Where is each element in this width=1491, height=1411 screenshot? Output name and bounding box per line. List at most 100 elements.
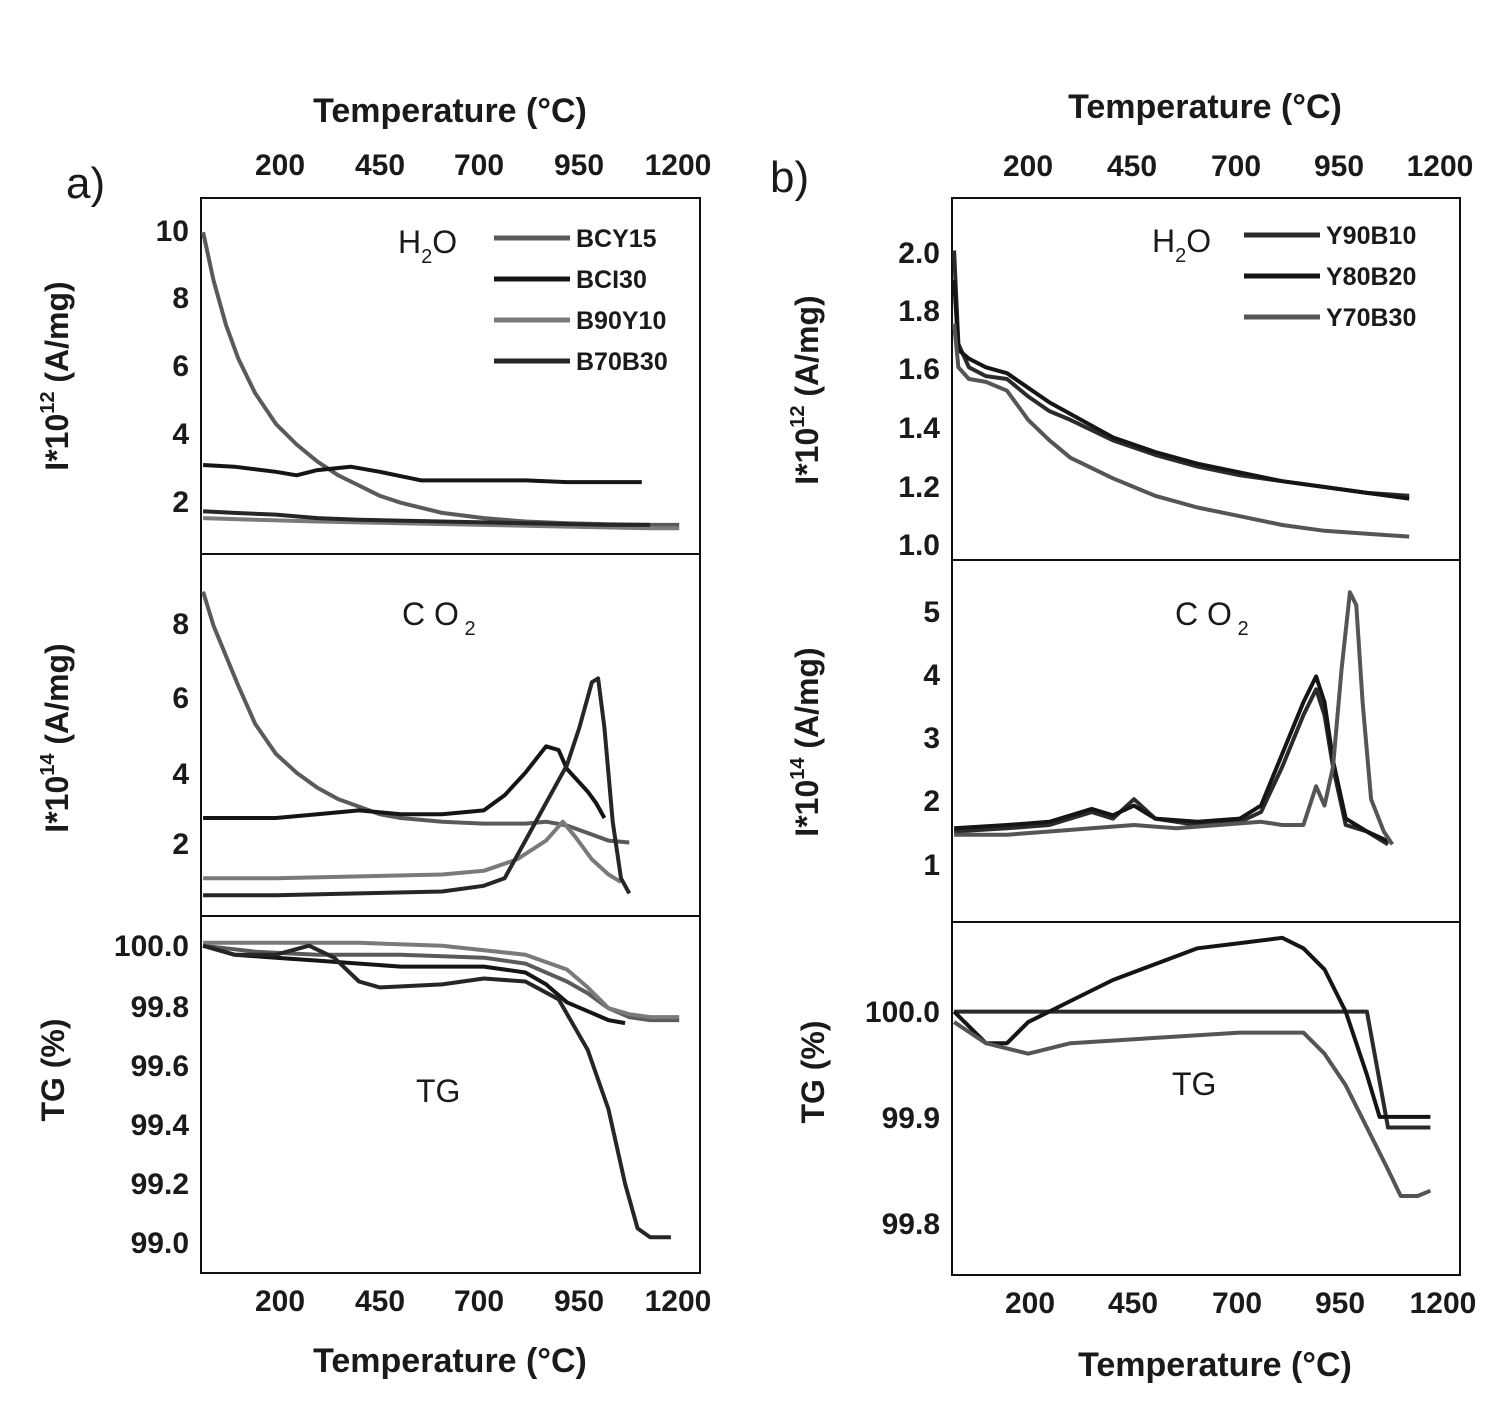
panel-b-co2-annotation: C O 2 [1175,596,1249,640]
panel-b-tg-frame [951,921,1461,1276]
panel-b-h2o-ytick: 1.0 [898,529,940,562]
panel-a-h2o-series [201,231,680,531]
panel-a-bottom-tick: 700 [454,1285,504,1318]
panel-b-letter: b) [770,153,809,202]
panel-a-co2-ytick: 2 [172,828,189,861]
panel-a-tg-ytick: 100.0 [114,930,189,963]
panel-a-bottom-tick: 200 [255,1285,305,1318]
panel-a-tg-annotation: TG [416,1073,460,1109]
panel-b-tg-ylabel: TG (%) [795,1020,831,1123]
panel-a-top-tick: 200 [255,149,305,182]
panel-a-h2o-ytick: 10 [156,215,189,248]
panel-a-legend: BCY15 BCI30 B90Y10 B70B30 [494,225,668,376]
panel-a-co2-ytick: 8 [172,608,189,641]
panel-b-tg-plot: TG TG (%) 99.8 99.9 100.0 [795,921,1461,1276]
panel-b-top-tick: 950 [1314,150,1364,183]
panel-b-h2o-plot: H2O I*1012 (A/mg) 1.0 1.2 1.4 1.6 1.8 2.… [787,197,1461,562]
series-line-b70b30 [202,509,651,527]
panel-b-top-axis-title: Temperature (°C) [1068,88,1342,126]
panel-b-h2o-ytick: 1.4 [898,412,940,445]
series-line-b90y10 [203,516,680,531]
panel-a-tg-ytick: 99.6 [131,1050,189,1083]
panel-a-bottom-axis-title: Temperature (°C) [313,1342,587,1380]
panel-b: b) Temperature (°C) Temperature (°C) 200… [770,88,1476,1384]
panel-a: a) Temperature (°C) Temperature (°C) 200… [35,92,711,1380]
panel-b-top-tick: 200 [1003,150,1053,183]
panel-b-legend: Y90B10 Y80B20 Y70B30 [1244,222,1416,332]
panel-a-tg-ytick: 99.4 [131,1109,190,1142]
panel-a-tg-series [202,940,680,1240]
legend-label-y80b20: Y80B20 [1326,263,1416,291]
panel-b-co2-ytick: 2 [923,785,940,818]
panel-b-tg-ytick: 99.8 [882,1208,940,1241]
panel-b-co2-ylabel: I*1014 (A/mg) [787,647,825,836]
series-line-bci30 [203,744,607,820]
panel-b-top-tick: 1200 [1407,150,1474,183]
panel-a-tg-plot: TG TG (%) 99.0 99.2 99.4 99.6 99.8 100.0 [35,915,701,1274]
panel-b-tg-ytick: 100.0 [865,996,940,1029]
panel-b-tg-series [952,935,1432,1198]
panel-b-bottom-tick: 450 [1108,1287,1158,1320]
panel-a-co2-ytick: 6 [172,682,189,715]
panel-b-co2-ytick: 4 [923,659,940,692]
panel-a-h2o-ytick: 6 [172,350,189,383]
legend-label-bcy15: BCY15 [576,225,657,253]
legend-label-bci30: BCI30 [576,266,647,294]
panel-a-tg-ytick: 99.0 [131,1227,189,1260]
series-line-bci30 [202,943,626,1026]
panel-a-top-tick: 950 [554,149,604,182]
panel-a-bottom-tick: 1200 [645,1285,712,1318]
panel-a-bottom-tick: 450 [355,1285,405,1318]
panel-a-bottom-tick: 950 [554,1285,604,1318]
panel-a-h2o-ytick: 8 [172,282,189,315]
panel-b-co2-ytick: 5 [923,596,940,629]
panel-a-top-ticks: 200 450 700 950 1200 [255,149,711,182]
panel-a-co2-series [201,591,632,898]
panel-a-co2-plot: C O 2 I*1014 (A/mg) 2 4 6 8 [37,553,701,917]
legend-label-y70b30: Y70B30 [1326,304,1416,332]
panel-a-tg-ytick: 99.8 [131,991,189,1024]
panel-b-co2-ytick: 1 [923,849,940,882]
series-line-b90y10 [203,819,623,884]
panel-a-h2o-ytick: 2 [172,486,189,519]
panel-a-co2-annotation: C O 2 [402,596,476,640]
panel-a-top-tick: 450 [355,149,405,182]
panel-a-h2o-plot: H2O I*1012 (A/mg) 2 4 6 8 10 BCY15 BCI30… [37,197,701,555]
series-line-bcy15 [202,943,680,1023]
panel-a-co2-ytick: 4 [172,758,189,791]
series-line-bci30 [202,463,642,485]
series-line-b90y10 [203,940,680,1020]
panel-a-h2o-ytick: 4 [172,418,189,451]
panel-b-co2-series [953,590,1394,847]
series-line-b70b30 [202,943,671,1240]
panel-b-co2-ytick: 3 [923,722,940,755]
panel-b-bottom-ticks: 200 450 700 950 1200 [1005,1287,1476,1320]
panel-b-h2o-ytick: 1.6 [898,353,940,386]
panel-b-h2o-ytick: 2.0 [898,237,940,270]
panel-b-tg-annotation: TG [1172,1066,1216,1102]
panel-b-top-tick: 450 [1107,150,1157,183]
panel-a-co2-ylabel: I*1014 (A/mg) [37,643,75,832]
series-line-y80b20 [952,935,1431,1119]
panel-a-h2o-ylabel: I*1012 (A/mg) [37,281,75,470]
panel-b-h2o-annotation: H2O [1152,223,1211,267]
panel-b-bottom-tick: 950 [1315,1287,1365,1320]
panel-b-bottom-tick: 700 [1212,1287,1262,1320]
panel-a-h2o-annotation: H2O [398,224,457,268]
series-line-y70b30 [952,323,1410,539]
panel-a-tg-frame [200,915,701,1274]
legend-label-y90b10: Y90B10 [1326,222,1416,250]
panel-b-bottom-tick: 200 [1005,1287,1055,1320]
panel-b-h2o-ylabel: I*1012 (A/mg) [787,295,825,484]
panel-b-bottom-tick: 1200 [1410,1287,1477,1320]
panel-b-h2o-series [952,250,1410,539]
panel-b-top-ticks: 200 450 700 950 1200 [1003,150,1473,183]
series-line-y80b20 [953,674,1389,844]
panel-a-tg-ytick: 99.2 [131,1168,189,1201]
panel-a-top-axis-title: Temperature (°C) [313,92,587,130]
series-line-y90b10 [954,1009,1431,1130]
series-line-y70b30 [952,1020,1432,1198]
panel-a-tg-ylabel: TG (%) [35,1018,71,1121]
series-line-y80b20 [952,279,1410,501]
